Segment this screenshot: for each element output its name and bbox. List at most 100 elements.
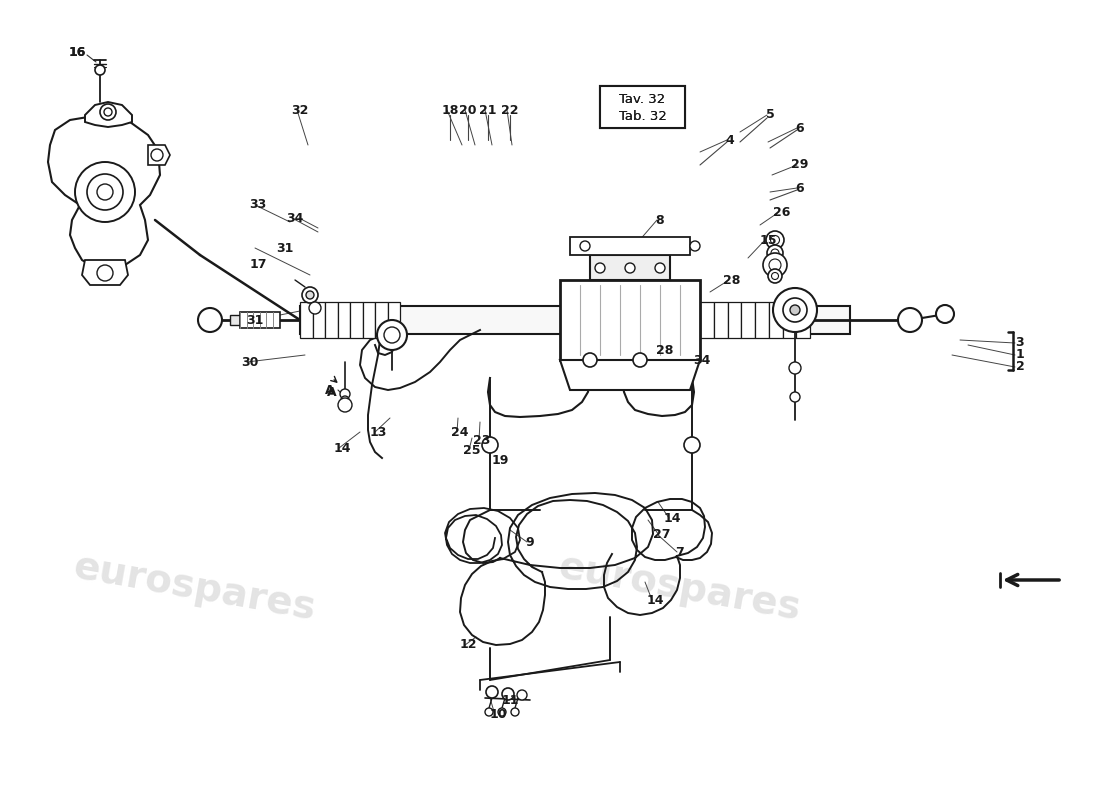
Circle shape (789, 362, 801, 374)
Bar (375, 302, 387, 338)
Text: A: A (326, 383, 334, 397)
Circle shape (898, 308, 922, 332)
Circle shape (485, 708, 493, 716)
Bar (590, 255, 670, 280)
Text: 5: 5 (766, 109, 774, 122)
Bar (714, 302, 727, 338)
Circle shape (498, 708, 506, 716)
Text: A: A (327, 386, 337, 398)
Circle shape (302, 287, 318, 303)
Circle shape (97, 265, 113, 281)
Text: 16: 16 (68, 46, 86, 58)
Polygon shape (148, 145, 170, 165)
Circle shape (625, 263, 635, 273)
Circle shape (341, 396, 349, 404)
Text: 20: 20 (460, 103, 476, 117)
Text: 6: 6 (795, 122, 804, 134)
Bar (769, 302, 782, 338)
Circle shape (595, 263, 605, 273)
Circle shape (771, 273, 779, 279)
Circle shape (502, 688, 514, 700)
Text: 31: 31 (246, 314, 264, 326)
Bar (741, 302, 755, 338)
Circle shape (632, 353, 647, 367)
Text: 12: 12 (460, 638, 476, 651)
Circle shape (517, 690, 527, 700)
Circle shape (773, 288, 817, 332)
Circle shape (771, 249, 779, 257)
Circle shape (97, 184, 113, 200)
Text: 8: 8 (656, 214, 664, 226)
Bar (300, 306, 850, 334)
Text: eurospares: eurospares (556, 548, 804, 628)
Text: 10: 10 (490, 709, 507, 722)
Text: 3: 3 (1015, 337, 1024, 350)
Text: 23: 23 (473, 434, 491, 446)
Text: 31: 31 (276, 242, 294, 254)
Text: eurospares: eurospares (70, 548, 319, 628)
Bar (300, 302, 312, 338)
Bar (570, 237, 690, 255)
Text: 28: 28 (657, 343, 673, 357)
Text: 33: 33 (250, 198, 266, 211)
Text: Tav. 32: Tav. 32 (619, 93, 666, 106)
Text: 19: 19 (492, 454, 508, 466)
Circle shape (306, 291, 313, 299)
Circle shape (770, 235, 780, 245)
Text: 14: 14 (647, 594, 663, 606)
Bar (363, 302, 375, 338)
Text: Tav. 32: Tav. 32 (619, 93, 666, 106)
Circle shape (198, 308, 222, 332)
Circle shape (95, 65, 104, 75)
Polygon shape (85, 102, 132, 127)
Circle shape (767, 245, 783, 261)
Text: 11: 11 (502, 694, 519, 706)
Text: 15: 15 (759, 234, 777, 246)
Circle shape (486, 686, 498, 698)
Bar (230, 315, 248, 325)
Polygon shape (82, 260, 128, 285)
Circle shape (690, 241, 700, 251)
Bar (324, 302, 338, 338)
Text: 34: 34 (286, 211, 304, 225)
Circle shape (580, 241, 590, 251)
Polygon shape (48, 115, 160, 270)
Circle shape (338, 398, 352, 412)
Text: 25: 25 (463, 443, 481, 457)
Text: 16: 16 (68, 46, 86, 58)
Text: 7: 7 (675, 546, 684, 558)
Circle shape (790, 392, 800, 402)
Text: 30: 30 (241, 355, 258, 369)
Circle shape (151, 149, 163, 161)
Circle shape (384, 327, 400, 343)
Text: 26: 26 (773, 206, 791, 218)
Bar (600, 86, 685, 128)
Bar (796, 302, 810, 338)
Text: 14: 14 (663, 511, 681, 525)
Polygon shape (560, 360, 700, 390)
Circle shape (763, 253, 786, 277)
Circle shape (75, 162, 135, 222)
Text: 22: 22 (502, 103, 519, 117)
Text: 24: 24 (451, 426, 469, 438)
Circle shape (100, 104, 116, 120)
Circle shape (512, 708, 519, 716)
Bar (727, 302, 741, 338)
Circle shape (790, 305, 800, 315)
Bar (338, 302, 350, 338)
Circle shape (654, 263, 666, 273)
Circle shape (583, 353, 597, 367)
Circle shape (769, 259, 781, 271)
Bar (387, 302, 400, 338)
Bar (782, 302, 796, 338)
Bar (312, 302, 324, 338)
Bar (600, 86, 685, 128)
Circle shape (766, 231, 784, 249)
Circle shape (340, 389, 350, 399)
Text: 32: 32 (292, 103, 309, 117)
Circle shape (768, 269, 782, 283)
Text: 21: 21 (480, 103, 497, 117)
Text: Tab. 32: Tab. 32 (618, 110, 667, 122)
Text: 29: 29 (791, 158, 808, 171)
Text: 28: 28 (724, 274, 740, 286)
